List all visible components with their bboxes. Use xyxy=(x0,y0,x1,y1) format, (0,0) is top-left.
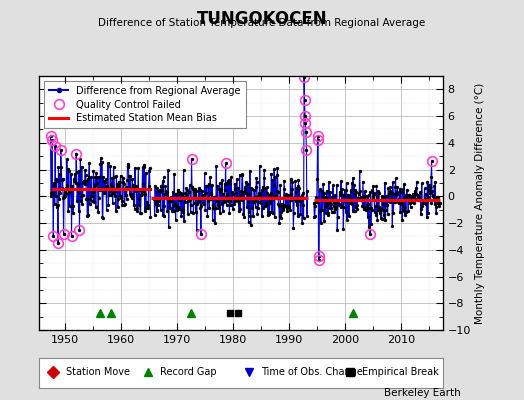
Legend: Difference from Regional Average, Quality Control Failed, Estimated Station Mean: Difference from Regional Average, Qualit… xyxy=(44,81,246,128)
Text: Difference of Station Temperature Data from Regional Average: Difference of Station Temperature Data f… xyxy=(99,18,425,28)
Text: Station Move: Station Move xyxy=(66,367,129,378)
Text: Record Gap: Record Gap xyxy=(160,367,217,378)
Text: Berkeley Earth: Berkeley Earth xyxy=(385,388,461,398)
Text: TUNGOKOCEN: TUNGOKOCEN xyxy=(196,10,328,28)
Text: Time of Obs. Change: Time of Obs. Change xyxy=(261,367,363,378)
Text: Empirical Break: Empirical Break xyxy=(362,367,439,378)
Y-axis label: Monthly Temperature Anomaly Difference (°C): Monthly Temperature Anomaly Difference (… xyxy=(475,82,485,324)
